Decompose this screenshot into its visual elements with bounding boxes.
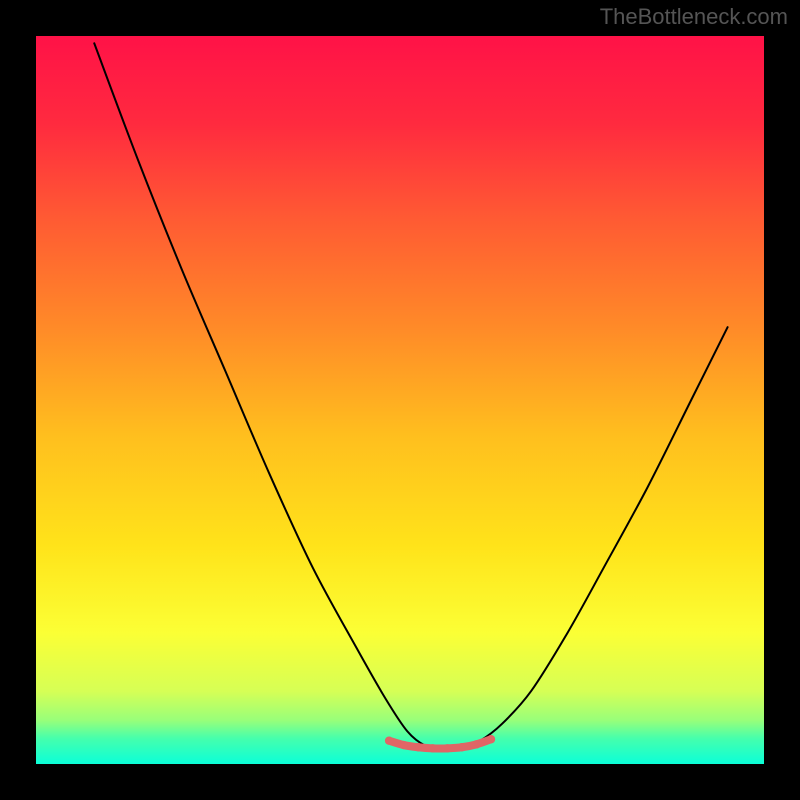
gradient-background [36, 36, 764, 764]
watermark-text: TheBottleneck.com [600, 4, 788, 30]
bottleneck-chart [0, 0, 800, 800]
